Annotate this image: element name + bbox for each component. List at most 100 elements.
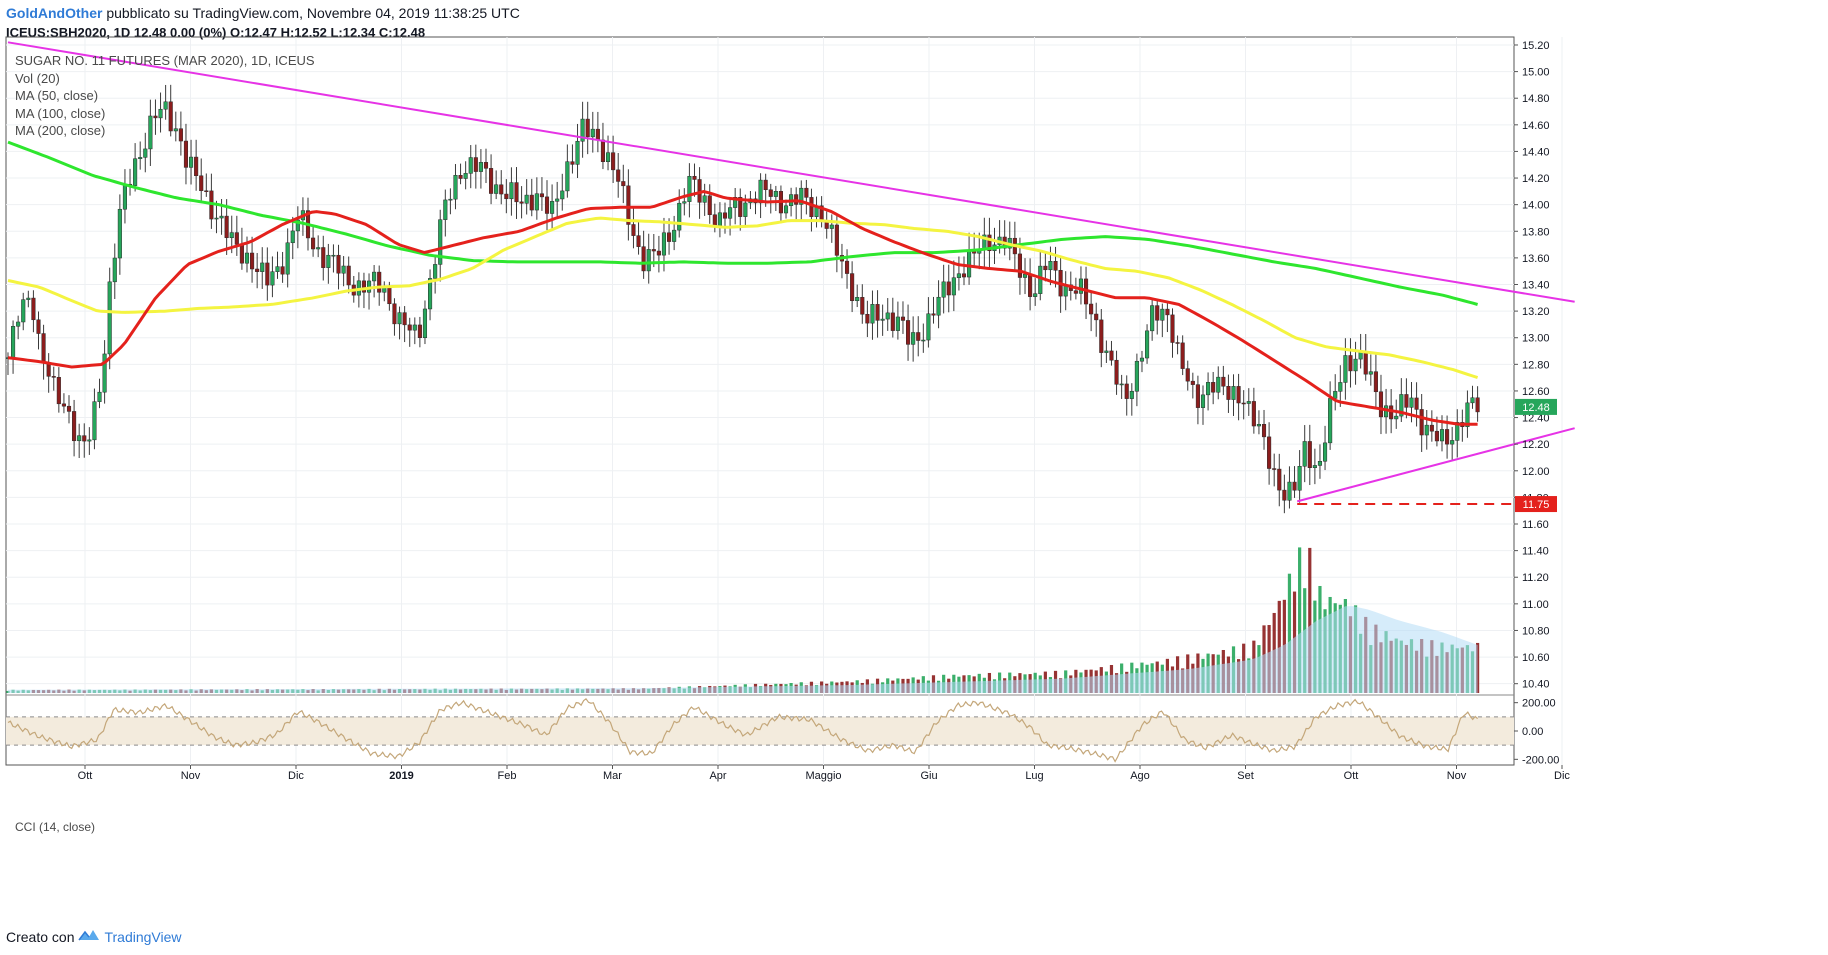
cci-tick-label: 200.00 xyxy=(1522,698,1556,710)
price-tick-label: 14.00 xyxy=(1522,200,1550,212)
chart-legend: SUGAR NO. 11 FUTURES (MAR 2020), 1D, ICE… xyxy=(15,52,315,140)
author-link[interactable]: GoldAndOther xyxy=(6,5,103,21)
lower-trendline xyxy=(1296,427,1575,503)
candle-body xyxy=(544,196,550,214)
volume-ma-area xyxy=(7,606,1478,693)
candle-body xyxy=(951,277,956,296)
candle-body xyxy=(1292,481,1297,491)
candle-body xyxy=(1353,358,1358,372)
candle-body xyxy=(483,162,489,169)
candle-body xyxy=(1221,376,1226,387)
legend-title: SUGAR NO. 11 FUTURES (MAR 2020), 1D, ICE… xyxy=(15,53,315,68)
candle-body xyxy=(1246,401,1251,404)
candle-body xyxy=(433,264,438,279)
candle-body xyxy=(916,332,921,341)
candle-body xyxy=(1333,391,1338,399)
price-tick-label: 10.80 xyxy=(1522,625,1550,637)
candle-body xyxy=(534,193,539,211)
candle-body xyxy=(1317,460,1323,466)
candle-body xyxy=(1206,382,1211,396)
time-tick-label: Ott xyxy=(1344,770,1359,782)
price-tick-label: 10.60 xyxy=(1522,652,1550,664)
candle-body xyxy=(677,202,682,231)
candle-body xyxy=(895,316,900,331)
candle-body xyxy=(880,318,885,321)
candle-body xyxy=(77,435,82,442)
time-tick-label: Ott xyxy=(78,770,93,782)
candle-body xyxy=(926,313,931,341)
candle-body xyxy=(1475,397,1480,413)
candle-body xyxy=(1338,382,1343,392)
candle-body xyxy=(1277,468,1282,491)
candle-body xyxy=(1089,303,1094,315)
candle-body xyxy=(656,250,661,256)
candle-body xyxy=(1155,305,1160,321)
price-tick-label: 11.00 xyxy=(1522,599,1549,611)
candle-body xyxy=(82,435,87,442)
candle-body xyxy=(616,169,621,182)
last-price-badge xyxy=(1515,398,1557,415)
price-tick-label: 12.60 xyxy=(1522,386,1550,398)
volume-bar xyxy=(1298,547,1302,693)
candle-body xyxy=(1200,394,1206,408)
candle-body xyxy=(961,273,967,278)
price-tick-label: 13.40 xyxy=(1522,279,1550,291)
candle-body xyxy=(321,247,326,268)
axes: 15.20 15.00 14.80 14.60 14.40 14.20 14.00 13.80… xyxy=(78,40,1571,782)
candle-body xyxy=(611,152,616,171)
price-tick-label: 12.40 xyxy=(1522,413,1550,425)
candle-body xyxy=(473,157,478,172)
candle-body xyxy=(1053,261,1058,271)
candle-body xyxy=(672,229,677,242)
candle-body xyxy=(906,320,911,345)
candle-body xyxy=(1322,442,1328,462)
candle-body xyxy=(1216,376,1221,393)
candle-body xyxy=(265,262,270,286)
candle-body xyxy=(646,249,651,272)
candle-body xyxy=(1094,313,1099,321)
candle-body xyxy=(560,190,565,200)
volume-bar xyxy=(1287,573,1292,693)
candle-body xyxy=(1419,409,1424,436)
candle-body xyxy=(1236,386,1241,404)
candle-body xyxy=(285,242,290,275)
candle-body xyxy=(107,281,112,355)
candle-body xyxy=(1302,441,1307,467)
candle-body xyxy=(1073,290,1078,294)
price-tick-label: 11.40 xyxy=(1522,546,1549,558)
candle-body xyxy=(1429,424,1434,432)
price-tick-label: 15.20 xyxy=(1522,40,1550,52)
candle-body xyxy=(1180,342,1185,369)
candle-body xyxy=(707,195,712,215)
cci-pane xyxy=(6,697,1514,763)
candle-body xyxy=(900,316,906,321)
support-price-label: 11.75 xyxy=(1523,499,1550,511)
candle-body xyxy=(1190,380,1195,385)
candle-body xyxy=(1373,371,1378,393)
cci-line xyxy=(7,697,1479,763)
candle-body xyxy=(173,128,178,132)
tradingview-logo-icon xyxy=(78,928,100,945)
candle-body xyxy=(758,179,763,204)
candle-body xyxy=(1038,265,1043,294)
candle-body xyxy=(855,297,860,302)
candle-body xyxy=(290,230,295,244)
candle-body xyxy=(41,333,46,363)
time-tick-label: Maggio xyxy=(805,770,841,782)
candle-body xyxy=(1368,371,1373,375)
candle-body xyxy=(448,198,453,201)
price-tick-label: 14.40 xyxy=(1522,146,1550,158)
candle-body xyxy=(122,183,127,210)
candle-body xyxy=(102,353,107,393)
candle-body xyxy=(1404,394,1409,408)
candle-body xyxy=(97,391,102,402)
time-tick-label: Dic xyxy=(1554,770,1570,782)
candle-body xyxy=(1170,314,1175,343)
candle-body xyxy=(626,185,631,225)
tradingview-link[interactable]: TradingView xyxy=(104,928,182,945)
candle-body xyxy=(438,219,443,265)
time-tick-label: Nov xyxy=(181,770,201,782)
time-tick-label: Lug xyxy=(1025,770,1043,782)
candle-body xyxy=(585,118,590,138)
